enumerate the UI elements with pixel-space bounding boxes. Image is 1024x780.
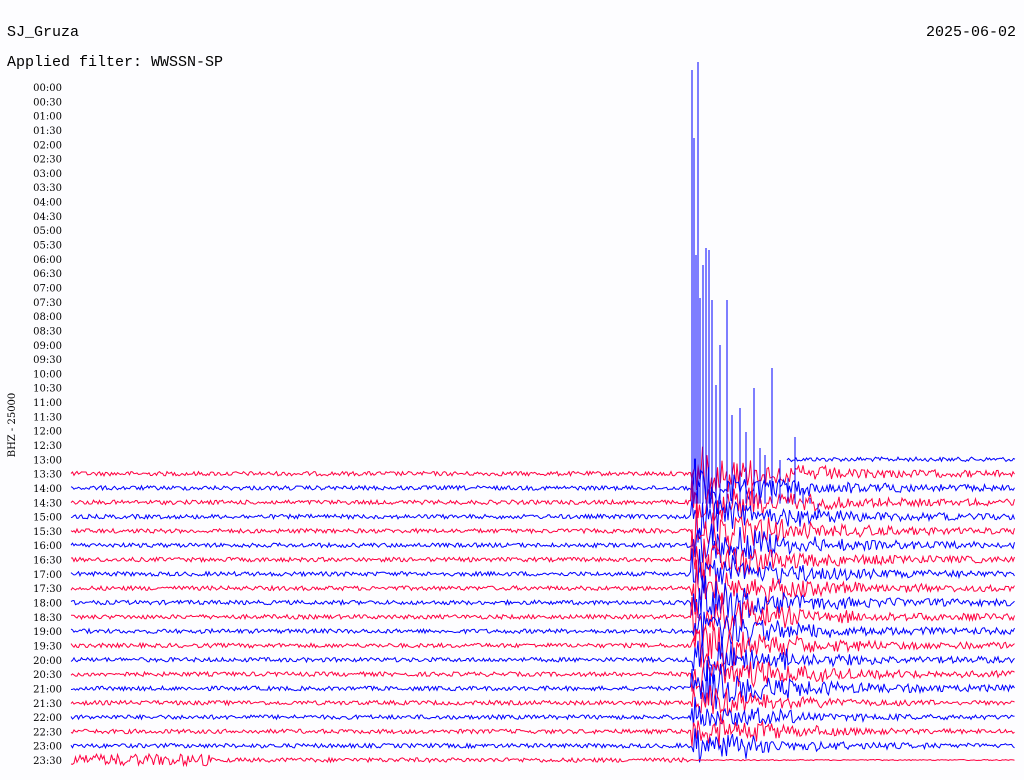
row-label: 18:00 [33, 599, 62, 610]
filter: Applied filter: WWSSN-SP [7, 54, 223, 71]
row-label: 23:30 [33, 756, 62, 767]
trace [70, 594, 1015, 642]
row-label: 07:00 [33, 283, 62, 294]
row-label: 20:30 [33, 670, 62, 681]
trace [70, 752, 1015, 768]
row-label: 13:30 [33, 470, 62, 481]
row-label: 08:00 [33, 312, 62, 323]
row-label: 23:00 [33, 742, 62, 753]
trace [70, 498, 1015, 543]
row-label: 06:00 [33, 255, 62, 266]
trace [70, 500, 1015, 556]
row-label: 22:30 [33, 727, 62, 738]
row-label: 02:30 [33, 155, 62, 166]
date: 2025-06-02 [926, 24, 1016, 41]
row-label: 20:00 [33, 656, 62, 667]
row-label: 12:00 [33, 427, 62, 438]
trace [70, 728, 1015, 763]
row-label: 09:00 [33, 341, 62, 352]
row-label: 01:00 [33, 112, 62, 123]
row-label: 03:30 [33, 183, 62, 194]
row-label: 11:00 [33, 398, 62, 409]
trace [70, 696, 1015, 727]
row-label: 22:00 [33, 713, 62, 724]
trace [70, 548, 1015, 594]
row-label: 05:30 [33, 241, 62, 252]
trace [70, 685, 1015, 717]
row-label: 18:30 [33, 613, 62, 624]
row-label: 04:30 [33, 212, 62, 223]
row-label: 02:00 [33, 140, 62, 151]
trace [70, 559, 1015, 615]
axis-label: BHZ - 25000 [7, 393, 18, 458]
row-label: 12:30 [33, 441, 62, 452]
trace [786, 456, 1016, 463]
row-label: 21:30 [33, 699, 62, 710]
row-label: 08:30 [33, 326, 62, 337]
row-label: 17:00 [33, 570, 62, 581]
row-label: 15:00 [33, 513, 62, 524]
trace [70, 523, 1015, 564]
row-label: 09:30 [33, 355, 62, 366]
row-label: 07:30 [33, 298, 62, 309]
row-label: 19:00 [33, 627, 62, 638]
row-label: 19:30 [33, 641, 62, 652]
row-label: 10:30 [33, 384, 62, 395]
row-label: 17:30 [33, 584, 62, 595]
trace [70, 446, 1015, 500]
trace [70, 529, 1015, 588]
row-label: 00:30 [33, 97, 62, 108]
row-label: 04:00 [33, 198, 62, 209]
trace [70, 626, 1015, 668]
trace [70, 653, 1015, 693]
row-label: 11:30 [33, 412, 62, 423]
row-label: 03:00 [33, 169, 62, 180]
traces [70, 62, 1016, 768]
row-label: 06:30 [33, 269, 62, 280]
station: SJ_Gruza [7, 24, 79, 41]
row-label: 15:30 [33, 527, 62, 538]
row-label: 13:00 [33, 455, 62, 466]
row-label: 14:30 [33, 498, 62, 509]
row-label: 00:00 [33, 83, 62, 94]
row-label: 16:00 [33, 541, 62, 552]
trace [70, 660, 1015, 710]
trace [70, 636, 1015, 684]
row-label: 10:00 [33, 369, 62, 380]
trace [70, 458, 1015, 514]
trace [70, 472, 1015, 521]
trace [70, 714, 1015, 748]
trace [70, 575, 1015, 623]
row-label: 21:00 [33, 684, 62, 695]
row-label: 05:00 [33, 226, 62, 237]
row-label: 14:00 [33, 484, 62, 495]
trace [70, 611, 1015, 647]
row-label: 01:30 [33, 126, 62, 137]
row-label: 16:30 [33, 556, 62, 567]
